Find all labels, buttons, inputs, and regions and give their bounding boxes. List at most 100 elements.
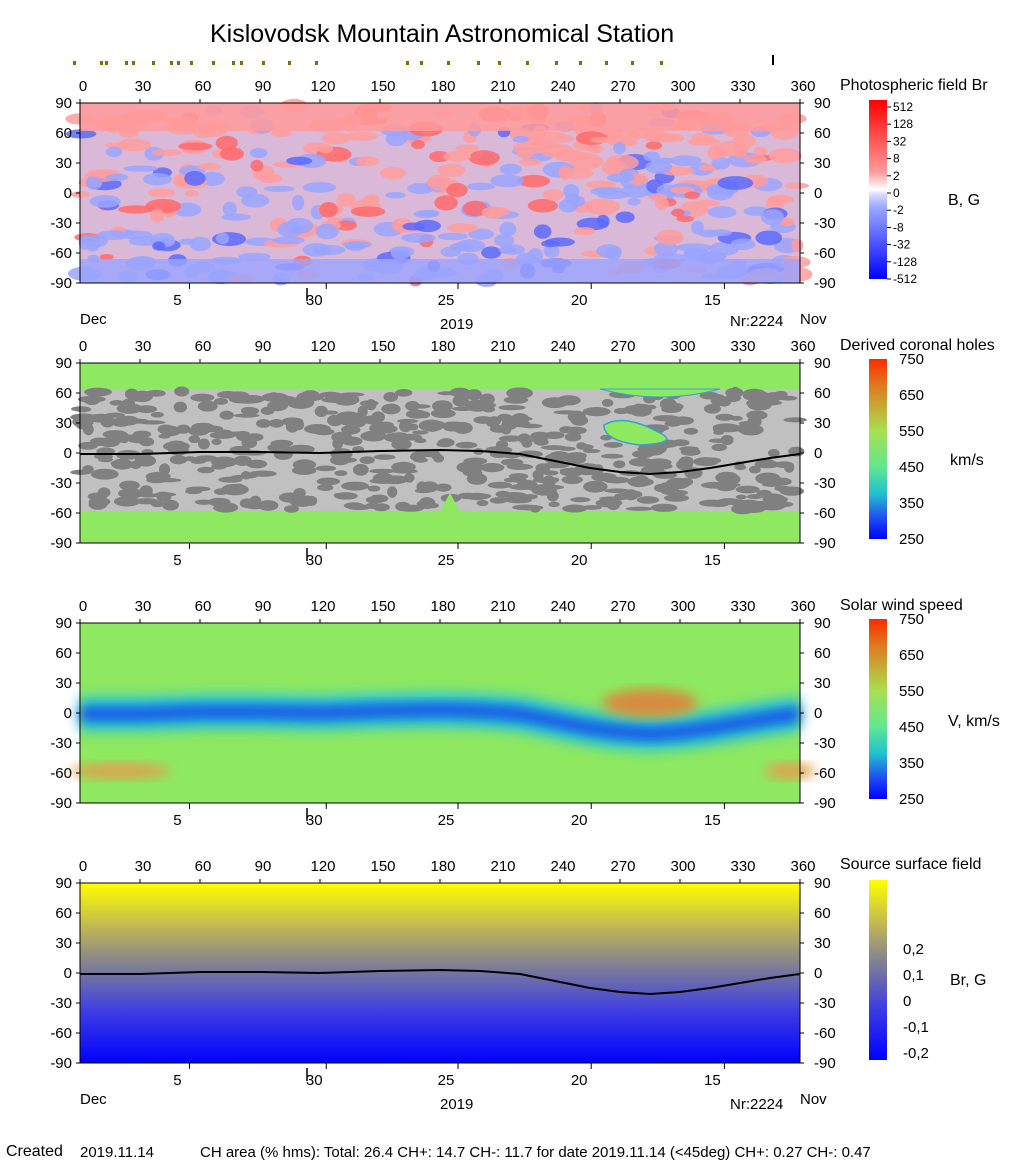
polarity-patch	[357, 405, 368, 418]
polarity-patch	[655, 442, 668, 454]
footer-created-label: Created	[6, 1143, 63, 1160]
lat-tick-label-left: 60	[55, 385, 72, 402]
polarity-patch	[138, 420, 166, 425]
lat-tick-label-right: -90	[814, 275, 836, 292]
observation-marker	[212, 61, 215, 65]
colorbar-tick-label: 650	[899, 647, 924, 664]
observation-marker	[132, 61, 135, 65]
field-patch	[147, 188, 176, 198]
date-tick-label: 20	[571, 1072, 588, 1089]
polarity-patch	[553, 410, 579, 415]
polarity-patch	[367, 485, 381, 492]
field-patch	[676, 215, 695, 223]
field-patch	[615, 211, 635, 223]
field-patch	[755, 230, 783, 246]
field-patch	[643, 151, 661, 162]
lat-tick-label-left: 0	[64, 705, 72, 722]
observation-marker	[177, 61, 180, 65]
polarity-patch	[154, 478, 182, 483]
lat-tick-label-right: 60	[814, 905, 831, 922]
polarity-patch	[360, 430, 387, 442]
observation-marker	[152, 61, 155, 65]
colorbar-tick-label: 450	[899, 459, 924, 476]
lon-tick-label: 330	[730, 78, 755, 95]
date-tick-label: 5	[173, 292, 181, 309]
field-patch	[541, 240, 561, 248]
lon-tick-label: 60	[195, 78, 212, 95]
lon-tick-label: 210	[490, 338, 515, 355]
field-patch	[645, 160, 673, 174]
field-patch	[527, 198, 558, 213]
polarity-patch	[213, 398, 228, 405]
field-patch	[411, 139, 425, 150]
polarity-patch	[365, 399, 377, 411]
polarity-patch	[391, 461, 416, 473]
colorbar-tick-label: 450	[899, 719, 924, 736]
lat-tick-label-left: 30	[55, 675, 72, 692]
observation-marker	[288, 61, 291, 65]
field-patch	[645, 141, 663, 150]
field-patch	[355, 156, 380, 167]
polarity-patch	[78, 441, 98, 450]
field-patch	[442, 151, 472, 162]
polarity-patch	[359, 456, 375, 464]
observation-marker	[420, 61, 423, 65]
lon-tick-label: 360	[790, 598, 815, 615]
lat-tick-label-right: -90	[814, 535, 836, 552]
polarity-patch	[601, 398, 614, 407]
polarity-patch	[503, 477, 517, 483]
polarity-patch	[416, 500, 431, 507]
lat-tick-label-right: -30	[814, 735, 836, 752]
lon-tick-label: 60	[195, 858, 212, 875]
polarity-patch	[173, 401, 188, 413]
polarity-patch	[188, 435, 201, 444]
lat-tick-label-right: 30	[814, 675, 831, 692]
field-patch	[302, 182, 337, 193]
colorbar-tick-label: -512	[893, 272, 917, 286]
polarity-patch	[517, 450, 543, 458]
lat-tick-label-left: -60	[50, 1025, 72, 1042]
field-patch	[517, 174, 551, 188]
polarity-patch	[431, 400, 453, 413]
polarity-patch	[268, 392, 279, 401]
field-patch	[250, 159, 264, 172]
polarity-patch	[671, 439, 690, 447]
polarity-patch	[683, 427, 699, 435]
polarity-patch	[334, 492, 358, 500]
lat-tick-label-right: 30	[814, 415, 831, 432]
field-patch	[585, 180, 617, 189]
field-patch	[222, 201, 237, 217]
field-patch	[216, 232, 230, 245]
observation-marker	[631, 61, 634, 65]
lat-tick-label-left: 60	[55, 645, 72, 662]
field-patch	[319, 201, 338, 218]
field-patch	[65, 129, 97, 139]
year-bottom: 2019	[440, 1096, 474, 1113]
field-patch	[691, 132, 715, 143]
lon-tick-label: 300	[670, 78, 695, 95]
lon-tick-label: 30	[135, 78, 152, 95]
lat-tick-label-right: 60	[814, 125, 831, 142]
polarity-patch	[658, 482, 674, 495]
colorbar-tick-label: 750	[899, 351, 924, 368]
field-patch	[490, 174, 525, 188]
polarity-patch	[598, 496, 627, 501]
field-patch	[437, 163, 466, 177]
panel-unit-source-surface: Br, G	[950, 972, 987, 989]
polarity-patch	[613, 407, 629, 415]
polarity-patch	[233, 413, 260, 418]
field-patch	[238, 252, 271, 261]
solar-wind-map	[70, 623, 815, 803]
colorbar-tick-label: 32	[893, 134, 907, 148]
polarity-patch	[783, 417, 807, 423]
polarity-patch	[735, 485, 760, 494]
field-patch	[85, 175, 103, 190]
lon-tick-label: 150	[370, 598, 395, 615]
observation-marker	[477, 61, 480, 65]
field-patch	[219, 147, 244, 161]
field-patch	[711, 156, 731, 170]
polarity-patch	[576, 444, 594, 451]
field-patch	[584, 198, 620, 215]
field-patch	[179, 238, 196, 245]
field-patch	[151, 149, 182, 157]
